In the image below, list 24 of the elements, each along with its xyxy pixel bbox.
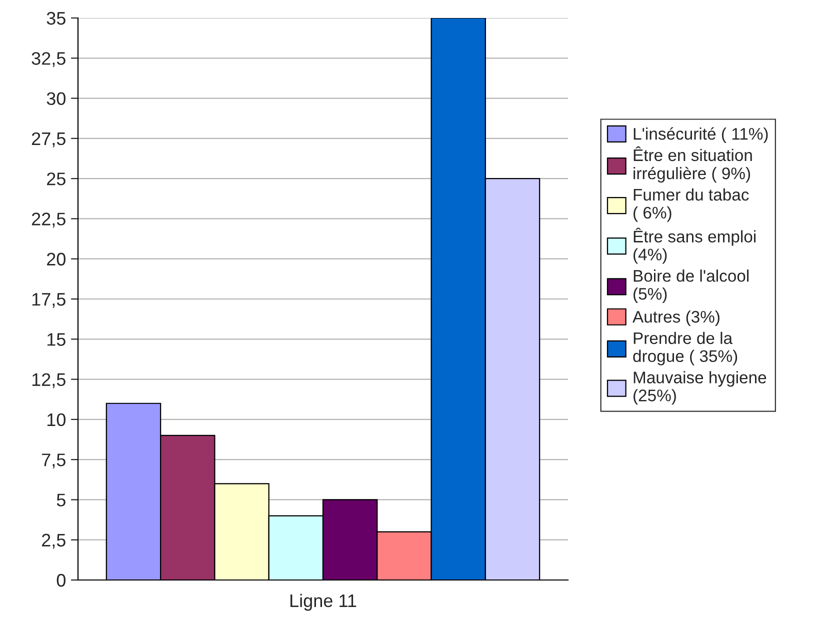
legend-label: Être en situation irrégulière ( 9%)	[634, 146, 752, 183]
y-tick-label: 30	[46, 92, 66, 106]
y-tick-label: 25	[47, 172, 66, 186]
y-tick-label: 12,5	[32, 373, 66, 388]
y-tick-label: 5	[56, 494, 66, 506]
y-tick-label: 32,5	[32, 52, 66, 67]
legend-label: Mauvaise hygiene (25%)	[634, 371, 766, 405]
y-tick-label: 17,5	[32, 293, 66, 308]
legend-label: Prendre de la drogue ( 35%)	[633, 332, 738, 366]
y-tick-label: 0	[56, 574, 66, 587]
y-tick-label: 22,5	[32, 212, 66, 228]
y-tick-label: 27,5	[32, 132, 66, 148]
y-tick-label: 7,5	[42, 454, 66, 468]
x-tick-label: Ligne 11	[290, 594, 356, 611]
legend-label: Être sans emploi (4%)	[634, 228, 756, 264]
legend-label: L'insécurité ( 11%)	[634, 127, 768, 144]
legend-label: Boire de l'alcool (5%)	[634, 270, 749, 304]
y-tick-label: 10	[47, 413, 66, 426]
legend-label: Autres (3%)	[632, 310, 720, 326]
y-tick-label: 15	[47, 333, 66, 346]
y-tick-label: 2,5	[42, 534, 66, 549]
y-tick-label: 35	[46, 12, 66, 25]
legend-label: Fumer du tabac ( 6%)	[634, 188, 749, 222]
y-tick-label: 20	[47, 252, 66, 266]
